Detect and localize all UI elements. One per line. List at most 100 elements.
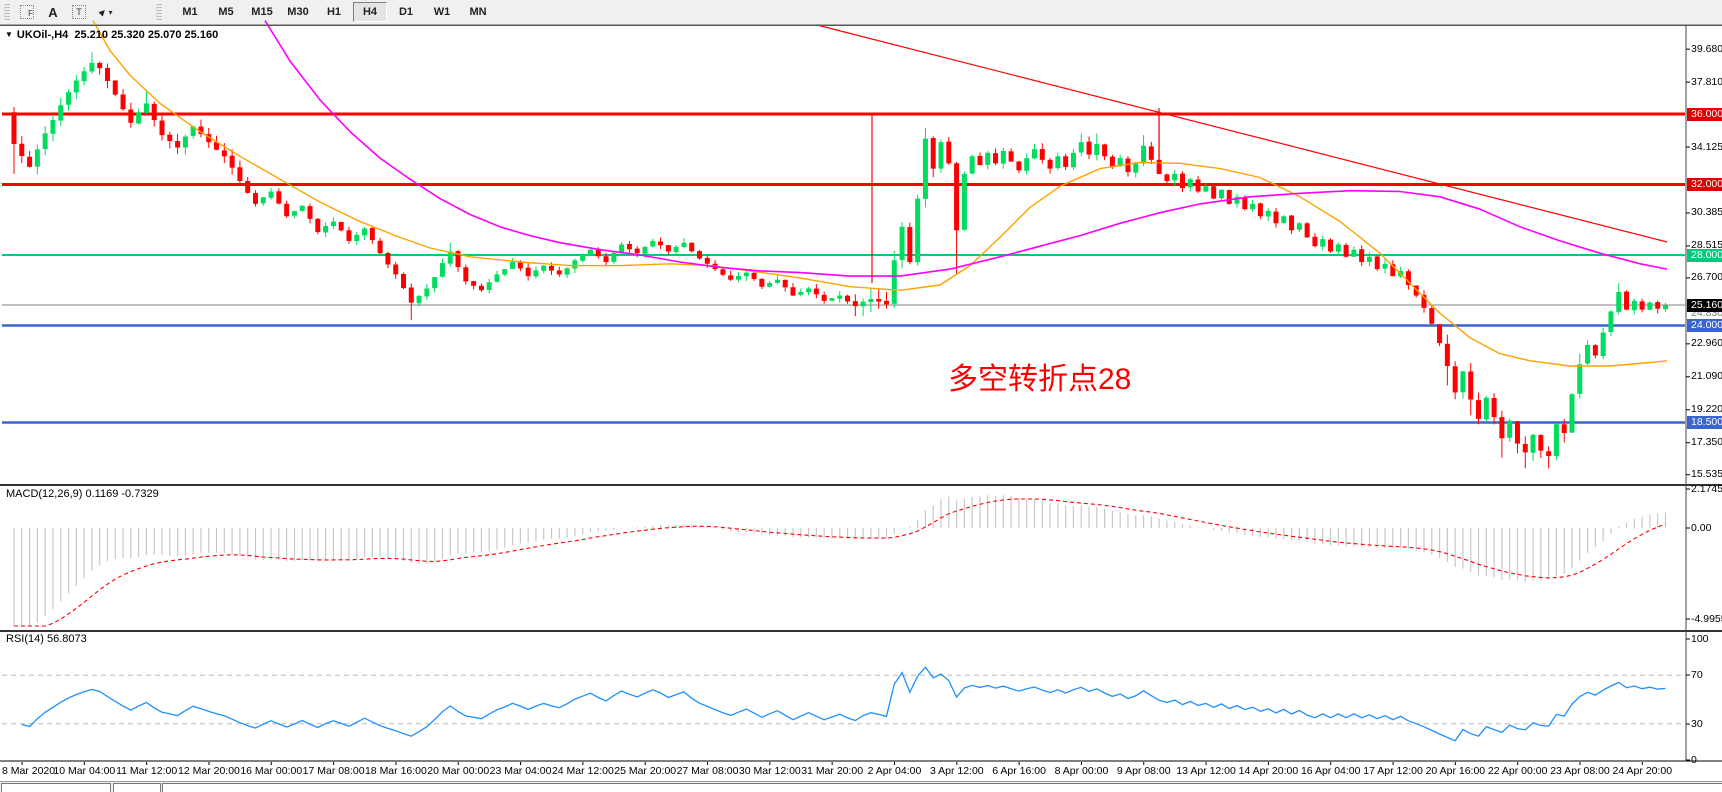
- chevron-down-icon[interactable]: ▾: [108, 7, 113, 17]
- rsi-value: 56.8073: [46, 633, 87, 645]
- fibo-grid-icon[interactable]: F: [17, 3, 37, 21]
- arrows-tool-icon[interactable]: ► ▾: [95, 3, 115, 21]
- timeframe-w1-button[interactable]: W1: [433, 6, 451, 18]
- candles: [11, 52, 1668, 469]
- date-axis-label: 23 Mar 04:00: [489, 765, 552, 777]
- timeframe-toolbar: M1 M5 M15 M30 H1 H4 D1 W1 MN: [172, 2, 496, 22]
- date-axis-label: 27 Mar 08:00: [676, 765, 739, 777]
- date-axis-label: 8 Apr 00:00: [1054, 765, 1109, 777]
- chart-title: ▼ UKOil-,H4 25.210 25.320 25.070 25.160: [5, 29, 218, 41]
- text-label-icon-letter: T: [76, 7, 82, 17]
- rsi-axis-label: 100: [1691, 632, 1709, 645]
- price-line-label: 36.000: [1687, 107, 1722, 121]
- date-axis-label: 13 Apr 12:00: [1176, 765, 1236, 777]
- timeframe-m15-button[interactable]: M15: [251, 6, 273, 18]
- date-axis-label: 14 Apr 20:00: [1238, 765, 1299, 777]
- price-line-label: 28.000: [1687, 248, 1722, 262]
- date-axis-label: 12 Mar 20:00: [178, 765, 240, 777]
- close-value: 25.160: [184, 29, 219, 41]
- date-axis-label: 25 Mar 20:00: [614, 765, 677, 777]
- text-label-icon-box: T: [72, 5, 86, 19]
- date-axis-label: 24 Apr 20:00: [1612, 765, 1673, 777]
- date-axis-label: 22 Apr 00:00: [1487, 765, 1548, 777]
- rsi-label: RSI(14) 56.8073: [6, 633, 87, 645]
- timeframe-m30-button[interactable]: M30: [287, 6, 309, 18]
- low-value: 25.070: [147, 29, 182, 41]
- price-line-label: 25.160: [1687, 298, 1722, 312]
- price-axis-label: 22.960: [1691, 337, 1722, 350]
- date-axis-label: 31 Mar 20:00: [801, 765, 864, 777]
- bottom-tab-bar: [0, 781, 1722, 792]
- price-axis-label: 19.220: [1691, 403, 1722, 416]
- date-axis-label: 24 Mar 12:00: [551, 765, 614, 777]
- price-line-label: 32.000: [1687, 178, 1722, 191]
- timeframe-m1-button[interactable]: M1: [182, 6, 198, 18]
- window-tab[interactable]: [162, 783, 1722, 792]
- price-axis-label: 28.515: [1691, 239, 1722, 252]
- text-draw-icon[interactable]: A: [43, 3, 63, 21]
- toolbar-drag-handle-2[interactable]: [156, 4, 162, 20]
- window-tab[interactable]: [1, 783, 111, 792]
- price-line-label: 24.000: [1687, 319, 1722, 332]
- date-axis-label: 6 Apr 16:00: [992, 765, 1046, 777]
- date-axis-label: 16 Mar 00:00: [240, 765, 303, 777]
- macd-axis-label: 0.00: [1691, 521, 1712, 534]
- text-label-icon[interactable]: T: [69, 3, 89, 21]
- price-axis-label: 21.090: [1691, 370, 1722, 383]
- date-axis-label: 10 Mar 04:00: [53, 765, 116, 777]
- price-axis-label: 15.535: [1691, 468, 1722, 481]
- price-axis-label: 39.680: [1691, 42, 1722, 55]
- chart-annotation-text[interactable]: 多空转折点28: [948, 363, 1132, 396]
- rsi-line: [21, 666, 1666, 742]
- timeframe-mn-button[interactable]: MN: [469, 6, 487, 18]
- rsi-name: RSI(14): [6, 633, 44, 645]
- macd-axis-label: 2.1745: [1691, 482, 1722, 495]
- macd-label: MACD(12,26,9) 0.1169 -0.7329: [6, 488, 159, 500]
- price-axis-label: 37.810: [1691, 75, 1722, 88]
- price-axis-label: 26.700: [1691, 271, 1722, 284]
- date-axis-label: 16 Apr 04:00: [1300, 765, 1361, 777]
- rsi-axis-label: 30: [1691, 717, 1703, 730]
- ma-orange-line: [92, 20, 1668, 367]
- date-axis-label: 11 Mar 12:00: [116, 765, 178, 777]
- open-value: 25.210: [74, 29, 109, 41]
- date-axis-label: 18 Mar 16:00: [364, 765, 427, 777]
- date-axis-label: 23 Apr 08:00: [1550, 765, 1610, 777]
- toolbar: F A T ► ▾ M1 M5 M15 M30 H1 H4 D1 W1 MN: [0, 0, 1722, 25]
- macd-signal-value: -0.7329: [121, 488, 159, 500]
- macd-signal-line: [14, 498, 1666, 627]
- timeframe-m5-button[interactable]: M5: [218, 6, 234, 18]
- symbol-period-label: UKOil-,H4: [16, 29, 69, 41]
- date-axis-label: 8 Mar 2020: [2, 765, 56, 777]
- rsi-axis-label: 70: [1691, 668, 1703, 681]
- date-axis-label: 3 Apr 12:00: [929, 765, 984, 777]
- macd-main-value: 0.1169: [85, 488, 119, 500]
- timeframe-h4-button[interactable]: H4: [353, 2, 387, 22]
- timeframe-h1-button[interactable]: H1: [326, 6, 342, 18]
- price-axis-label: 30.385: [1691, 206, 1722, 219]
- date-axis-label: 9 Apr 08:00: [1116, 765, 1171, 777]
- fibo-grid-icon-letter: F: [28, 9, 33, 18]
- date-axis-label: 17 Mar 08:00: [302, 765, 365, 777]
- timeframe-d1-button[interactable]: D1: [398, 6, 414, 18]
- date-axis-label: 20 Apr 16:00: [1425, 765, 1486, 777]
- macd-axis-label: -4.9955: [1691, 612, 1722, 625]
- rsi-axis-label: 0: [1691, 753, 1697, 766]
- collapse-triangle-icon[interactable]: ▼: [5, 30, 13, 39]
- toolbar-drag-handle[interactable]: [4, 4, 10, 20]
- date-axis-label: 30 Mar 12:00: [738, 765, 801, 777]
- price-line-label: 18.500: [1687, 415, 1722, 429]
- window-tab[interactable]: [113, 783, 161, 792]
- price-axis-label: 34.125: [1691, 140, 1722, 153]
- high-value: 25.320: [111, 29, 145, 41]
- date-axis-label: 17 Apr 12:00: [1363, 765, 1423, 777]
- ma-magenta-line: [264, 20, 1668, 277]
- price-axis-label: 17.350: [1691, 436, 1722, 449]
- macd-histogram: [13, 495, 1667, 626]
- macd-name: MACD(12,26,9): [6, 488, 83, 500]
- descending-trendline[interactable]: [816, 24, 1668, 243]
- text-draw-icon-letter: A: [48, 4, 58, 20]
- fibo-grid-icon-box: F: [20, 5, 34, 19]
